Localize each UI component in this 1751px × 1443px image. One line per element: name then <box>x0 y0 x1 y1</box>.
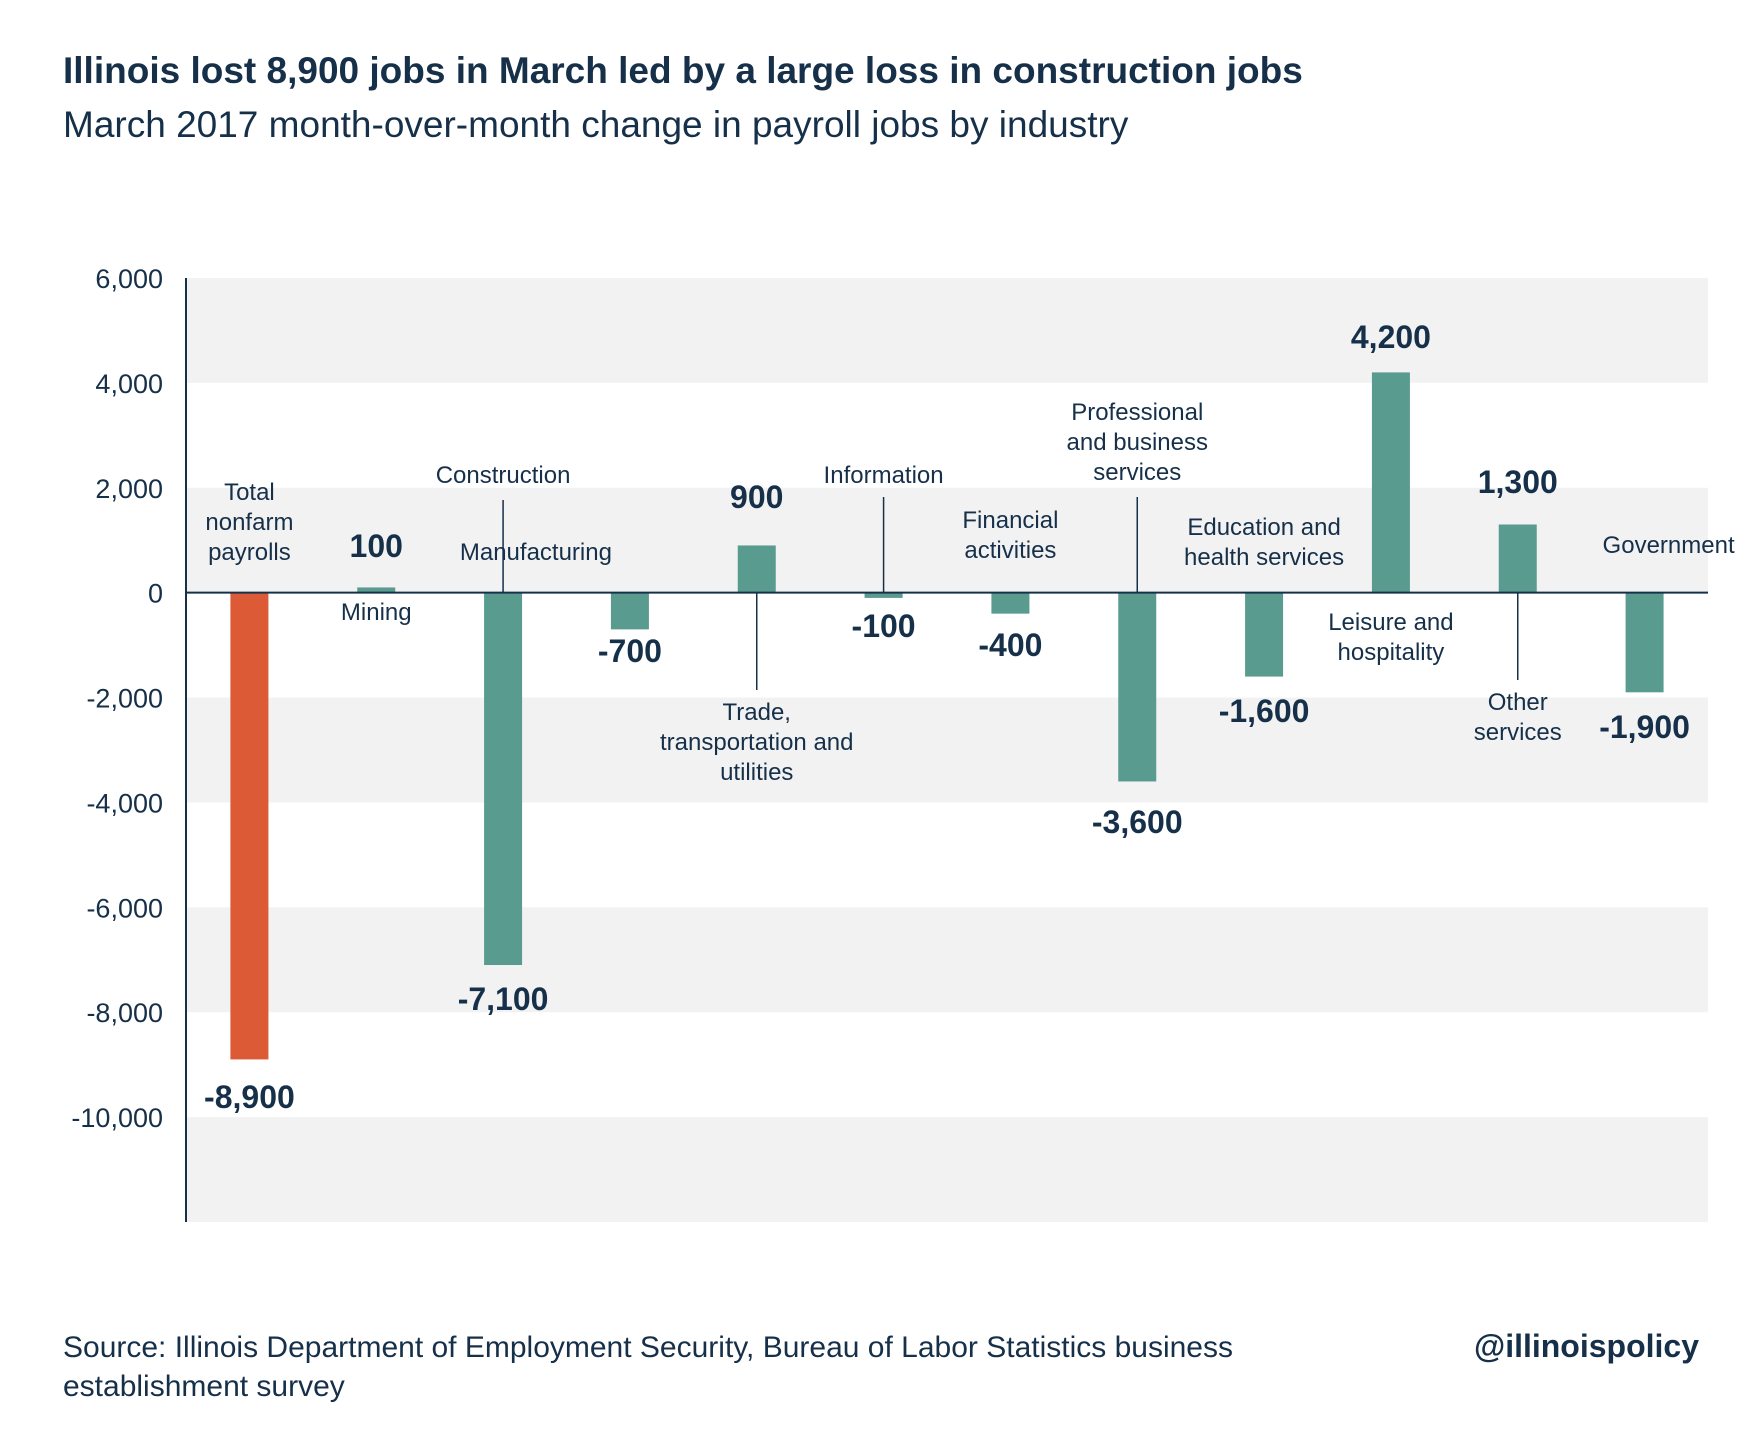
bar <box>1118 592 1157 782</box>
y-tick-label: -8,000 <box>86 998 163 1028</box>
category-label: nonfarm <box>205 509 293 536</box>
grid-band <box>186 697 1708 803</box>
value-label: -1,900 <box>1599 709 1690 745</box>
bar <box>357 587 396 593</box>
value-label: 1,300 <box>1478 464 1558 500</box>
value-label: 4,200 <box>1351 319 1431 355</box>
value-label: -8,900 <box>204 1079 295 1115</box>
grid-bands <box>186 278 1708 1222</box>
bar <box>1371 372 1410 593</box>
bar <box>991 592 1030 614</box>
category-label: services <box>1093 459 1181 486</box>
label-leader-lines <box>502 497 1519 690</box>
y-tick-label: -2,000 <box>86 684 163 714</box>
value-label: 900 <box>730 479 783 515</box>
category-label: Trade, <box>723 699 791 726</box>
category-label: transportation and <box>660 729 853 756</box>
category-label: Professional <box>1071 399 1203 426</box>
chart-subtitle: March 2017 month-over-month change in pa… <box>63 104 1129 145</box>
category-label: Information <box>824 462 944 489</box>
category-label: Mining <box>341 599 412 626</box>
category-label: Other <box>1488 689 1548 716</box>
category-label: health services <box>1184 544 1344 571</box>
y-tick-label: 6,000 <box>95 264 163 294</box>
grid-band <box>186 487 1708 593</box>
value-label: -1,600 <box>1219 693 1310 729</box>
bar <box>1498 524 1537 593</box>
y-tick-label: 4,000 <box>95 369 163 399</box>
value-label: -3,600 <box>1092 804 1183 840</box>
bars <box>230 372 1664 1060</box>
value-label: 100 <box>350 528 403 564</box>
y-tick-label: -10,000 <box>71 1103 163 1133</box>
category-label: Manufacturing <box>460 539 612 566</box>
category-label: Leisure and <box>1328 609 1453 636</box>
value-label: -700 <box>598 633 662 669</box>
bar <box>1625 592 1664 693</box>
bar <box>1245 592 1284 677</box>
value-labels: -8,900 100 -7,100 -700 900 -100 -400 -3,600 -1,6… <box>204 319 1690 1115</box>
category-labels: Total nonfarm payrolls Mining Construction Ma… <box>205 399 1735 786</box>
category-label: Total <box>224 479 275 506</box>
value-label: -400 <box>978 627 1042 663</box>
bar <box>230 592 269 1060</box>
bar <box>484 592 523 966</box>
category-label: activities <box>964 537 1056 564</box>
axes <box>185 278 1708 1222</box>
bar <box>864 592 903 598</box>
twitter-handle: @illinoispolicy <box>1473 1328 1699 1364</box>
chart-title: Illinois lost 8,900 jobs in March led by… <box>63 50 1303 91</box>
category-label: payrolls <box>208 539 291 566</box>
bar <box>737 545 776 593</box>
y-tick-label: -6,000 <box>86 893 163 923</box>
value-label: -7,100 <box>458 981 549 1017</box>
category-label: and business <box>1067 429 1208 456</box>
grid-band <box>186 907 1708 1013</box>
y-axis-ticks: 6,000 4,000 2,000 0 -2,000 -4,000 -6,000 -8,000… <box>71 264 163 1133</box>
grid-band <box>186 278 1708 383</box>
category-label: hospitality <box>1338 639 1445 666</box>
category-label: Education and <box>1187 514 1340 541</box>
category-label: services <box>1474 719 1562 746</box>
source-note: Source: Illinois Department of Employmen… <box>63 1331 1233 1403</box>
grid-band <box>186 1117 1708 1222</box>
bar <box>610 592 649 630</box>
category-label: Financial <box>962 507 1058 534</box>
category-label: Construction <box>436 462 571 489</box>
category-label: utilities <box>720 759 793 786</box>
category-label: Government <box>1603 532 1735 559</box>
y-tick-label: 2,000 <box>95 474 163 504</box>
y-tick-label: 0 <box>148 579 163 609</box>
y-tick-label: -4,000 <box>86 788 163 818</box>
value-label: -100 <box>852 608 916 644</box>
